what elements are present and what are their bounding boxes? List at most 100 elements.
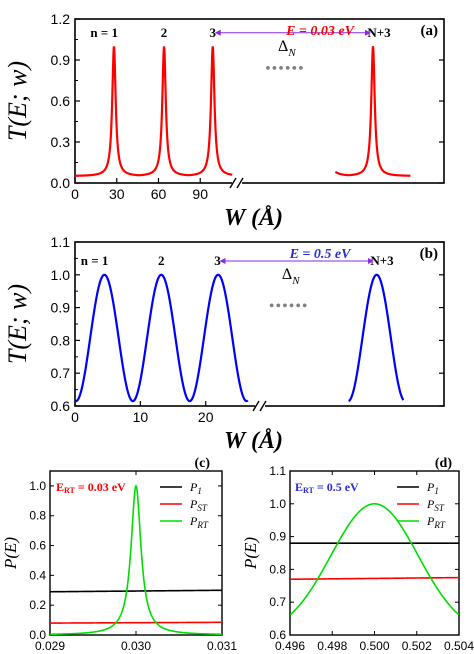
y-tick-label: 0.6 [51, 93, 71, 109]
delta-subscript: N [291, 275, 300, 287]
y-tick-label: 0.3 [51, 134, 71, 150]
transmission-curve-far [348, 273, 405, 403]
delta-arrowhead-right [368, 257, 374, 264]
x-tick-label: 10 [133, 409, 149, 425]
y-tick-label: 0.8 [51, 332, 71, 348]
transmission-curve-left [74, 46, 233, 177]
transmission-curve-far [334, 46, 411, 177]
y-tick-label: 1.1 [269, 464, 286, 478]
annotation-suffix: = 0.03 eV [75, 480, 126, 494]
plot-area [290, 502, 459, 616]
series-line-rt [50, 484, 222, 635]
axis-break-gap [255, 402, 265, 410]
x-tick-label: 0.496 [275, 639, 305, 653]
x-tick-label: 30 [109, 186, 125, 202]
delta-subscript: N [287, 47, 296, 59]
y-tick-label: 0.4 [29, 568, 46, 582]
axis-break-mark [259, 400, 267, 412]
x-tick-label: 20 [198, 409, 214, 425]
axis-break-mark [252, 400, 260, 412]
y-tick-label: 0.8 [29, 509, 46, 523]
series-line-st [50, 621, 222, 624]
y-tick-label: 1.2 [51, 11, 71, 27]
legend-subscript: 1 [197, 486, 202, 496]
energy-annotation: E = 0.03 eV [285, 24, 356, 39]
series-line-1 [50, 589, 222, 593]
legend-label: PST [426, 497, 445, 513]
y-tick-label: 0.9 [51, 300, 71, 316]
y-tick-label: 0.6 [51, 398, 71, 414]
legend-name: P [189, 514, 198, 528]
delta-arrowhead-left [219, 257, 226, 264]
annotation-prefix: E [56, 480, 64, 494]
series-line-st [290, 576, 459, 581]
peak-label: n = 1 [81, 253, 109, 268]
chart-panel-c: 0.00.20.40.60.81.00.029 0.030 0.031P1PSTPR… [1, 456, 237, 653]
legend-label: PRT [189, 514, 209, 530]
y-tick-label: 1.0 [29, 479, 46, 493]
plot-frame [49, 470, 223, 636]
y-tick-label: 0.2 [29, 598, 46, 612]
y-tick-label: 0.0 [29, 628, 46, 642]
plot-frame [74, 18, 445, 184]
delta-symbol: Δ [278, 38, 288, 55]
axis-break-mark [236, 177, 244, 189]
energy-annotation: ERT = 0.5 eV [295, 480, 359, 495]
x-tick-label: 90 [192, 186, 208, 202]
y-axis-label: P(E) [241, 537, 260, 570]
chart-panel-d: 0.6 0.7 0.8 0.9 1.0 1.1 0.496 0.498 0.500 0.502 0.… [241, 456, 474, 653]
peak-label: 2 [158, 253, 165, 268]
annotation-subscript: RT [64, 486, 75, 495]
peak-label: 3 [214, 253, 221, 268]
delta-arrowhead-left [214, 29, 221, 36]
delta-label: ΔN [282, 266, 300, 287]
y-axis-label: P(E) [1, 537, 20, 570]
peak-label-far: N+3 [367, 25, 391, 40]
chart-panel-b: 0.6 0.7 0.8 0.9 1.0 1.1 0 10 20 n = 1 2 3 N+3 ΔN •••••… [3, 234, 445, 454]
energy-annotation: ERT = 0.03 eV [56, 480, 126, 495]
x-tick-label: 0 [71, 409, 79, 425]
y-tick-label: 0.6 [29, 539, 46, 553]
legend-label: P1 [426, 480, 439, 496]
chart-panel-a: 0.0 0.3 0.6 0.9 1.2 0 30 60 90 n = 1 2 3 N+3 ΔN ••••••… [3, 11, 445, 231]
transmission-curve-left [74, 273, 249, 403]
annotation-subscript: RT [303, 486, 314, 495]
peak-label: n = 1 [90, 25, 118, 40]
panel-label: (c) [194, 456, 210, 471]
peak-label: 2 [161, 25, 168, 40]
y-tick-label: 0.8 [269, 562, 286, 576]
legend-subscript: RT [196, 520, 208, 530]
ellipsis-dots: •••••• [269, 298, 309, 315]
x-tick-label: 0.031 [207, 639, 237, 653]
y-tick-label: 1.1 [51, 234, 71, 250]
delta-label: ΔN [278, 38, 296, 59]
annotation-prefix: E [295, 480, 303, 494]
y-tick-label: 0.7 [51, 365, 71, 381]
axis-break-gap [232, 179, 242, 187]
y-tick-label: 0.9 [269, 530, 286, 544]
x-axis-label: W (Å) [224, 428, 283, 454]
legend-name: P [189, 497, 198, 511]
legend-name: P [426, 497, 435, 511]
legend-name: P [426, 480, 435, 494]
x-tick-label: 0.498 [317, 639, 347, 653]
peak-label: 3 [209, 25, 216, 40]
y-tick-label: 1.0 [269, 497, 286, 511]
legend-label: PST [189, 497, 208, 513]
y-tick-label: 0.7 [269, 595, 286, 609]
x-tick-label: 0 [71, 186, 79, 202]
legend-subscript: 1 [434, 486, 439, 496]
legend-label: P1 [189, 480, 202, 496]
panel-label: (b) [420, 246, 438, 262]
x-tick-label: 0.502 [402, 639, 432, 653]
panel-label: (a) [421, 23, 439, 39]
delta-symbol: Δ [282, 266, 292, 283]
x-tick-label: 0.504 [444, 639, 474, 653]
y-axis-label: T(E; w) [3, 284, 32, 364]
y-tick-label: 0.0 [51, 175, 71, 191]
panel-label: (d) [435, 456, 452, 471]
y-tick-label: 0.9 [51, 52, 71, 68]
y-axis-label: T(E; w) [3, 61, 32, 141]
